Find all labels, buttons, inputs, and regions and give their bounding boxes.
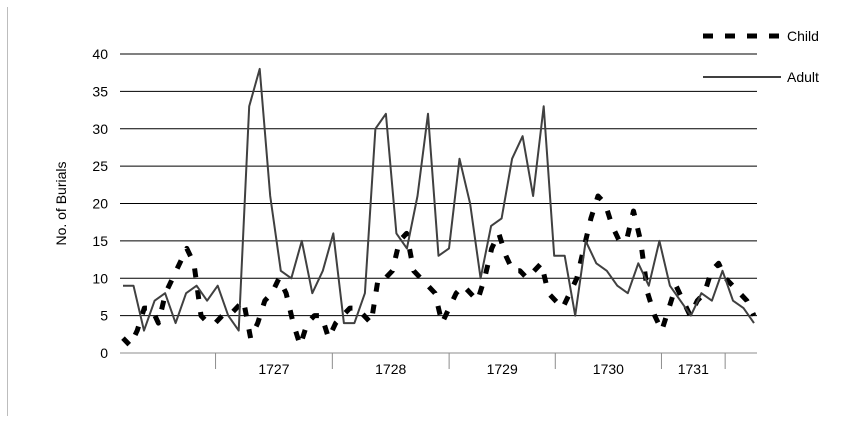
- y-axis: 0 5 10 15 20 25 30 35 40: [92, 46, 108, 361]
- y-tick-label: 20: [92, 196, 108, 212]
- adult-series-line: [123, 67, 755, 332]
- chart-frame: [7, 7, 849, 416]
- child-legend-label: Child: [787, 28, 819, 44]
- child-series-line: [121, 193, 757, 348]
- y-axis-title: No. of Burials: [53, 161, 69, 245]
- x-tick-label: 1729: [487, 361, 518, 377]
- y-tick-label: 25: [92, 158, 108, 174]
- legend: Child Adult: [703, 28, 819, 85]
- y-tick-label: 35: [92, 83, 108, 99]
- x-tick-label: 1727: [258, 361, 289, 377]
- x-tick-label: 1730: [593, 361, 624, 377]
- series-layer: [121, 67, 757, 348]
- x-axis: 1727 1728 1729 1730 1731: [120, 352, 757, 377]
- gridlines: [120, 53, 757, 317]
- y-tick-label: 5: [100, 308, 108, 324]
- y-tick-label: 15: [92, 233, 108, 249]
- x-tick-label: 1731: [678, 361, 709, 377]
- y-tick-label: 30: [92, 121, 108, 137]
- y-tick-label: 0: [100, 345, 108, 361]
- y-tick-label: 40: [92, 46, 108, 62]
- adult-legend-label: Adult: [787, 69, 819, 85]
- x-tick-label: 1728: [375, 361, 406, 377]
- y-tick-label: 10: [92, 270, 108, 286]
